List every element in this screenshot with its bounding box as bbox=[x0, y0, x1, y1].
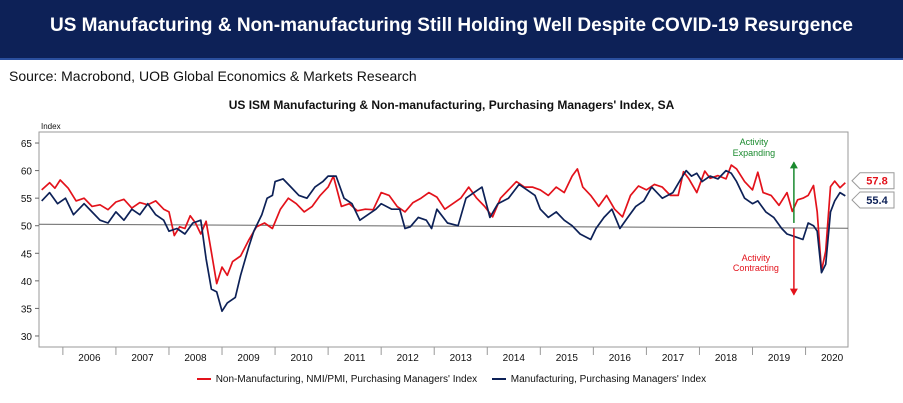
x-tick-label: 2008 bbox=[184, 353, 207, 364]
chart-legend: Non-Manufacturing, NMI/PMI, Purchasing M… bbox=[0, 374, 903, 385]
x-tick-label: 2006 bbox=[78, 353, 101, 364]
end-label-manufacturing-box bbox=[851, 191, 895, 209]
x-tick-label: 2007 bbox=[131, 353, 154, 364]
threshold-line bbox=[38, 223, 849, 229]
legend-swatch-non-manufacturing bbox=[196, 378, 211, 381]
chart-title: US ISM Manufacturing & Non-manufacturing… bbox=[228, 98, 675, 112]
source-note: Source: Macrobond, UOB Global Economics … bbox=[9, 68, 417, 84]
x-tick-label: 2017 bbox=[662, 353, 685, 364]
x-tick-label: 2014 bbox=[503, 353, 526, 364]
contracting-label-line2: Contracting bbox=[733, 263, 779, 273]
end-label-manufacturing: 55.4 bbox=[866, 195, 888, 207]
y-tick-label: 40 bbox=[21, 277, 33, 288]
legend-swatch-manufacturing bbox=[491, 378, 506, 381]
manufacturing-line bbox=[41, 169, 846, 313]
expanding-label-line1: Activity bbox=[740, 137, 769, 147]
y-tick-label: 35 bbox=[21, 304, 33, 315]
y-tick-label: 55 bbox=[21, 194, 33, 205]
contracting-arrow-head bbox=[789, 288, 798, 296]
expanding-label-line2: Expanding bbox=[733, 148, 776, 158]
x-tick-label: 2018 bbox=[715, 353, 738, 364]
title-banner: US Manufacturing & Non-manufacturing Sti… bbox=[0, 0, 903, 60]
plot-frame bbox=[38, 131, 849, 348]
x-tick-label: 2011 bbox=[344, 353, 366, 364]
expanding-arrow-head bbox=[789, 161, 798, 169]
non-manufacturing-line bbox=[41, 164, 846, 285]
x-tick-label: 2016 bbox=[609, 353, 632, 364]
y-tick-label: 60 bbox=[21, 167, 33, 178]
y-tick-label: 50 bbox=[21, 222, 33, 233]
x-tick-label: 2009 bbox=[237, 353, 260, 364]
end-label-non-manufacturing-box bbox=[851, 172, 895, 190]
legend-label-manufacturing: Manufacturing, Purchasing Managers' Inde… bbox=[510, 374, 707, 385]
contracting-label-line1: Activity bbox=[742, 253, 771, 263]
end-label-non-manufacturing: 57.8 bbox=[866, 176, 887, 188]
y-tick-label: 30 bbox=[21, 332, 33, 343]
legend-item-non-manufacturing: Non-Manufacturing, NMI/PMI, Purchasing M… bbox=[196, 374, 478, 385]
y-tick-label: 65 bbox=[21, 139, 33, 150]
x-tick-label: 2012 bbox=[397, 353, 420, 364]
legend-item-manufacturing: Manufacturing, Purchasing Managers' Inde… bbox=[491, 374, 707, 385]
x-tick-label: 2015 bbox=[556, 353, 579, 364]
x-tick-label: 2013 bbox=[450, 353, 473, 364]
x-tick-label: 2020 bbox=[821, 353, 844, 364]
x-tick-label: 2019 bbox=[768, 353, 791, 364]
page-title: US Manufacturing & Non-manufacturing Sti… bbox=[49, 15, 853, 36]
y-tick-label: 45 bbox=[21, 249, 33, 260]
x-tick-label: 2010 bbox=[290, 353, 313, 364]
legend-label-non-manufacturing: Non-Manufacturing, NMI/PMI, Purchasing M… bbox=[215, 374, 478, 385]
y-axis-label: Index bbox=[41, 122, 61, 131]
